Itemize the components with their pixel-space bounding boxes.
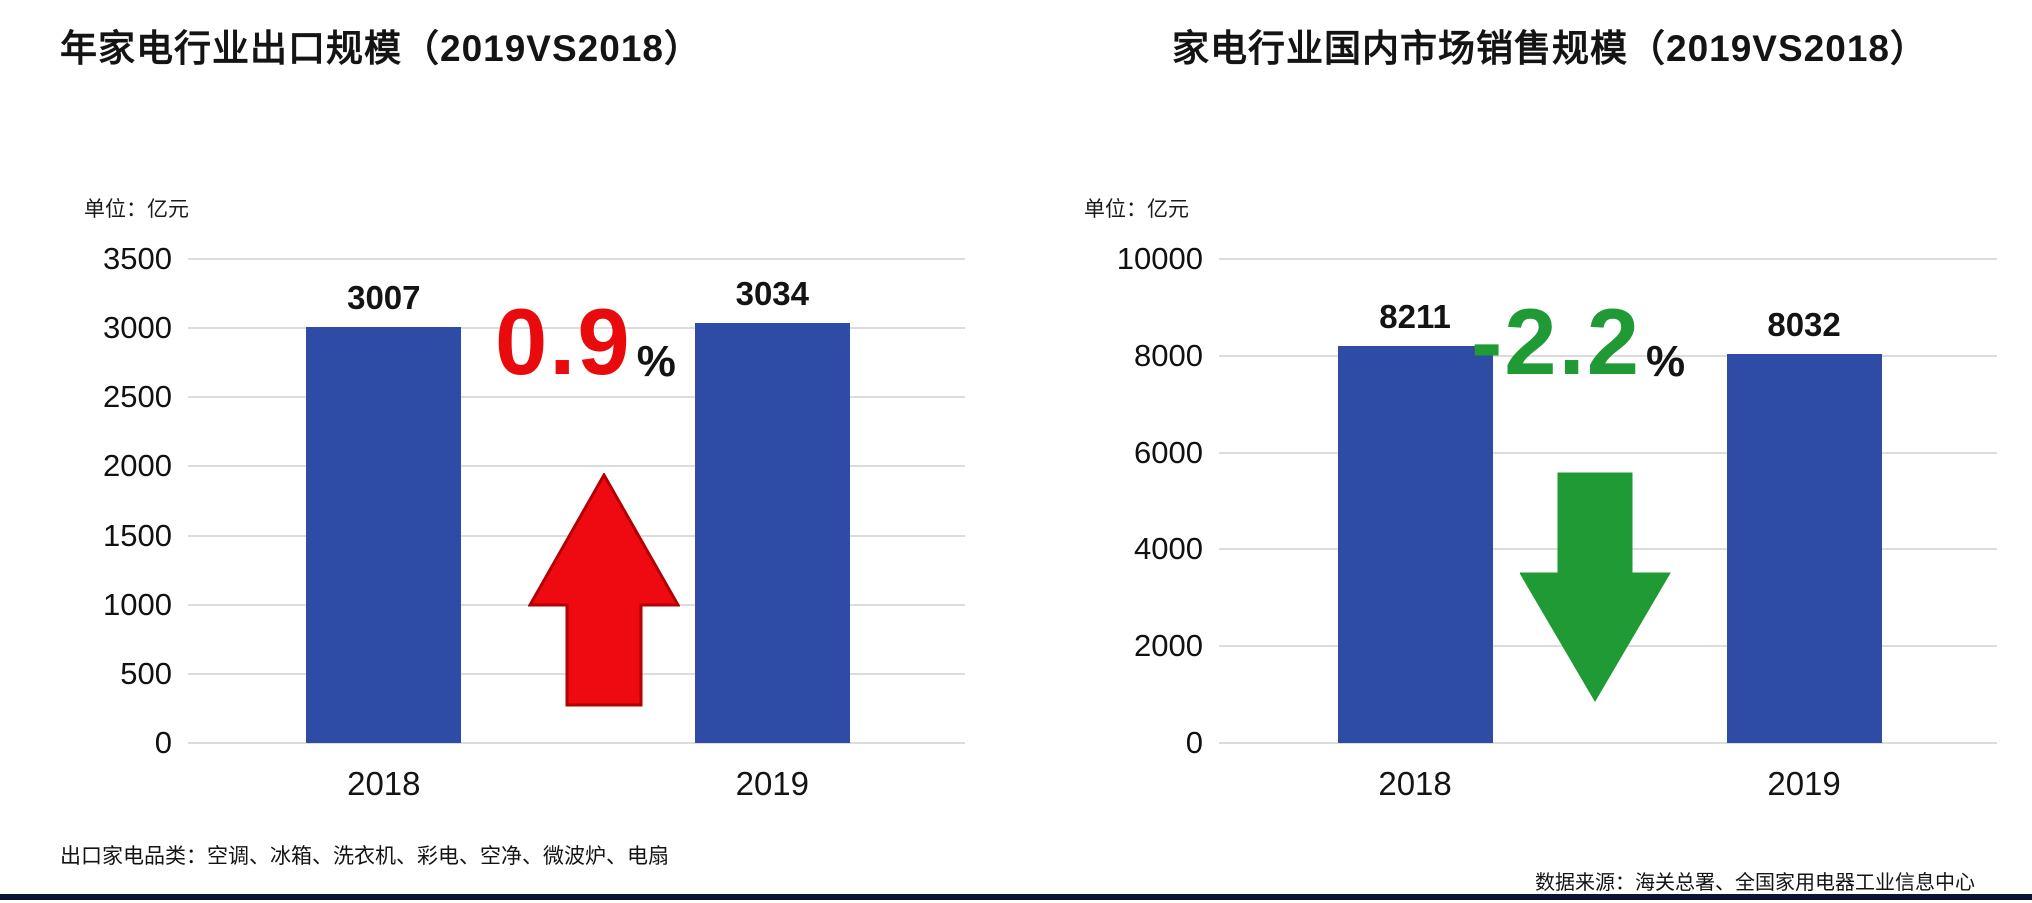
unit-label: 单位：亿元 xyxy=(1084,198,1189,221)
export-scale-chart: 年家电行业出口规模（2019VS2018） 单位：亿元 3500 3000 2500… xyxy=(60,28,965,868)
y-axis-tick-label: 1000 xyxy=(103,586,172,622)
percent-sign: % xyxy=(1645,337,1686,386)
y-axis-tick-label: 1500 xyxy=(103,517,172,553)
percent-sign: % xyxy=(636,337,676,386)
y-axis-tick-label: 10000 xyxy=(1116,241,1203,276)
bar-value-label: 3034 xyxy=(735,275,810,313)
y-axis-tick-label: 2000 xyxy=(1134,628,1203,664)
y-axis-tick-label: 2500 xyxy=(103,379,172,415)
x-axis-label: 2018 xyxy=(1378,765,1452,802)
gridline xyxy=(1219,451,1997,454)
x-axis-label: 2018 xyxy=(347,765,421,802)
y-axis-tick-label: 8000 xyxy=(1134,337,1203,373)
data-source-footnote: 数据来源：海关总署、全国家用电器工业信息中心 xyxy=(1535,872,1975,894)
y-axis-tick-label: 500 xyxy=(120,655,172,691)
bar-value-label: 3007 xyxy=(347,279,421,317)
gridline xyxy=(188,465,965,468)
chart-title: 家电行业国内市场销售规模（2019VS2018） xyxy=(1172,28,1928,69)
gridline xyxy=(1219,354,1997,357)
x-axis-label: 2019 xyxy=(1767,765,1841,802)
change-value: -2.2 xyxy=(1471,289,1641,394)
change-annotation: -2.2 % xyxy=(1471,295,1685,389)
domestic-sales-chart: 家电行业国内市场销售规模（2019VS2018） 单位：亿元 10000 8000… xyxy=(1016,0,2032,903)
chart-title: 年家电行业出口规模（2019VS2018） xyxy=(60,28,702,69)
y-axis-tick-label: 6000 xyxy=(1134,434,1203,470)
change-value: 0.9 xyxy=(495,289,632,394)
bottom-divider-bar xyxy=(0,894,2032,900)
gridline xyxy=(188,742,965,744)
bar-value-label: 8032 xyxy=(1767,306,1841,344)
up-arrow-icon xyxy=(528,473,680,707)
gridline xyxy=(188,327,965,330)
unit-label: 单位：亿元 xyxy=(84,198,189,221)
bar-2019 xyxy=(694,323,850,743)
gridline xyxy=(1219,742,1997,744)
y-axis-tick-label: 3500 xyxy=(103,241,172,276)
down-arrow-icon xyxy=(1520,472,1671,702)
gridline xyxy=(1219,258,1997,260)
y-axis-tick-label: 4000 xyxy=(1134,531,1203,567)
x-axis-label: 2019 xyxy=(735,765,810,802)
category-footnote: 出口家电品类：空调、冰箱、洗衣机、彩电、空净、微波炉、电扇 xyxy=(60,845,669,868)
gridline xyxy=(188,258,965,260)
y-axis-tick-label: 0 xyxy=(1185,725,1203,760)
y-axis-tick-label: 3000 xyxy=(103,310,172,346)
bar-2018 xyxy=(1337,345,1493,743)
bar-value-label: 8211 xyxy=(1379,297,1451,335)
y-axis-tick-label: 2000 xyxy=(103,448,172,484)
bar-2019 xyxy=(1726,354,1882,743)
gridline xyxy=(188,396,965,399)
bar-2018 xyxy=(306,327,462,743)
y-axis-tick-label: 0 xyxy=(154,725,172,760)
plot-area: 10000 8000 6000 4000 2000 0 8211 2018 8032 2019 xyxy=(1117,241,1997,802)
change-annotation: 0.9 % xyxy=(495,295,676,389)
